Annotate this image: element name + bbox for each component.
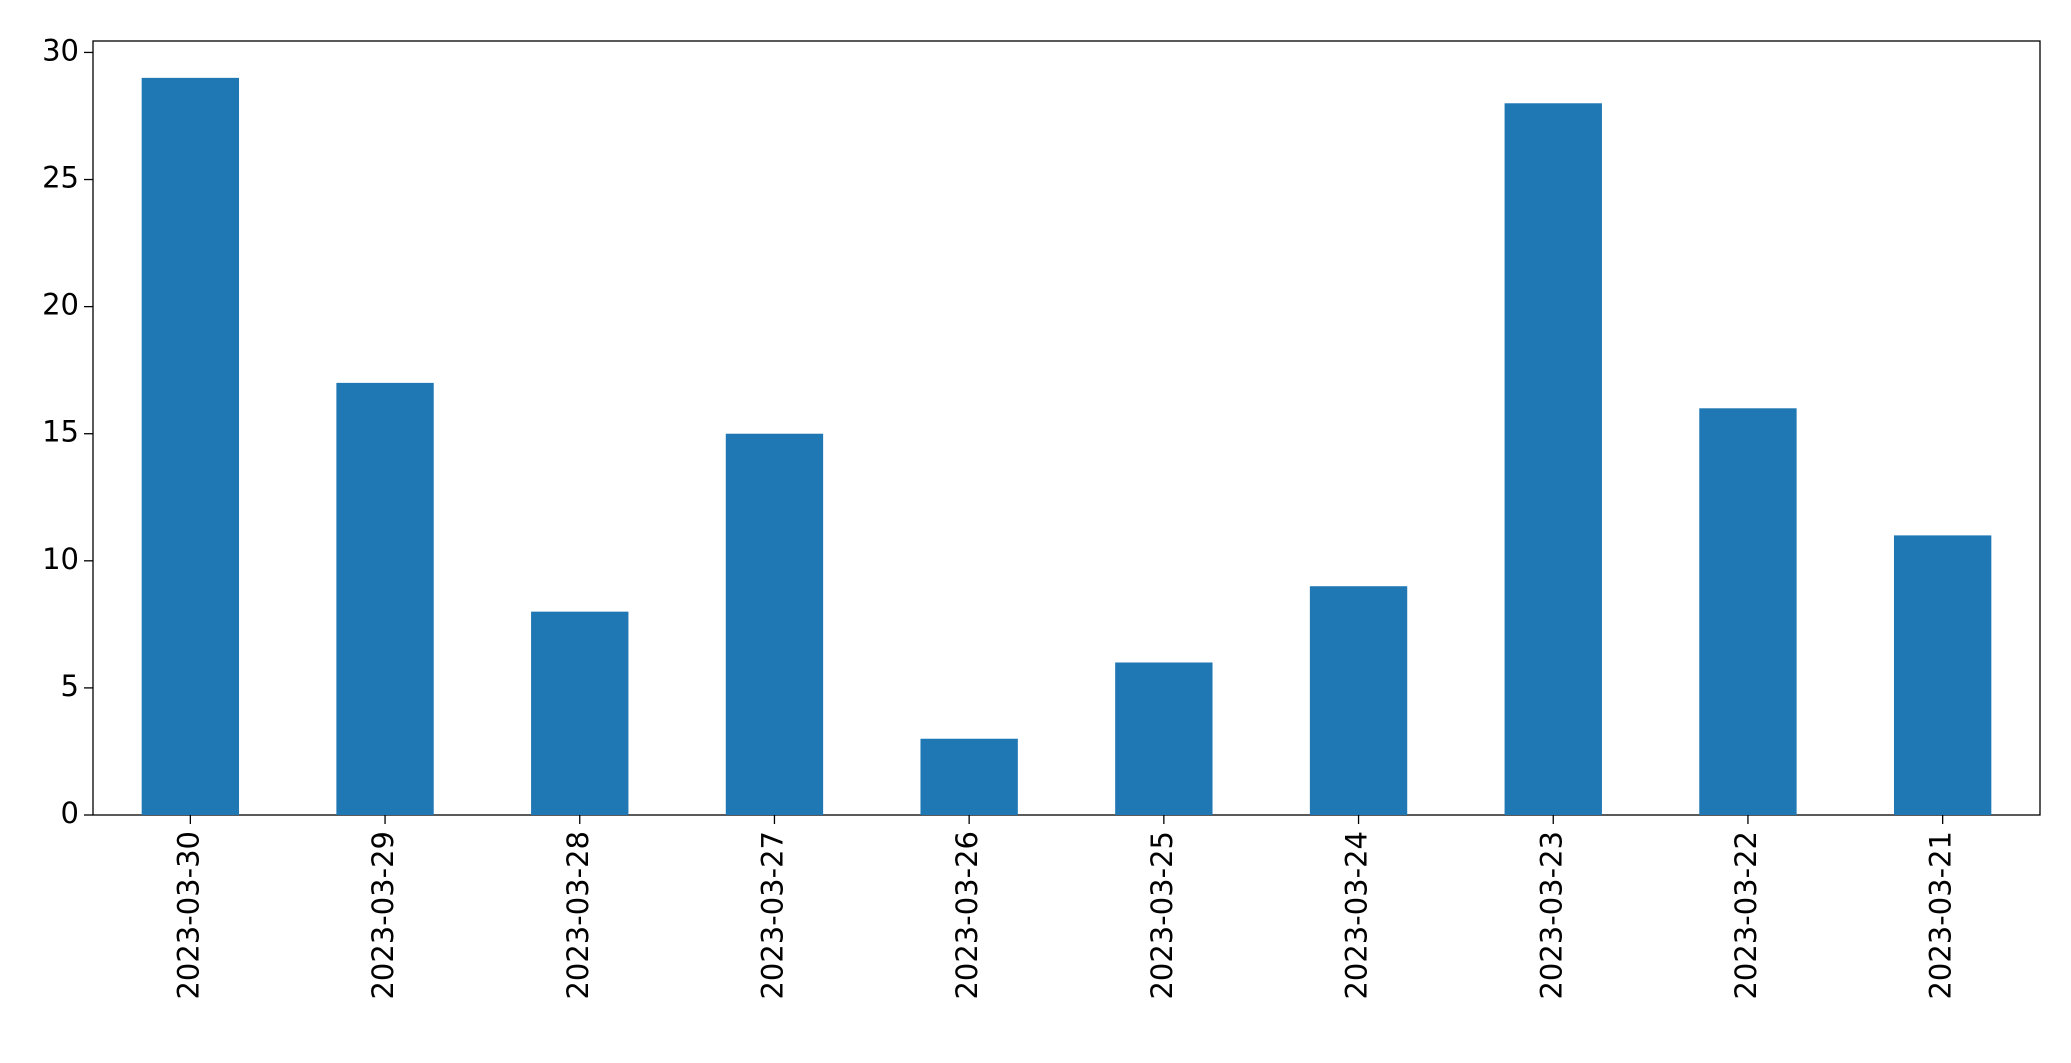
- y-tick-label: 20: [42, 288, 79, 322]
- y-tick-label: 10: [42, 542, 79, 576]
- bar: [141, 77, 240, 816]
- bar: [1309, 586, 1408, 815]
- bar: [336, 382, 434, 815]
- bar: [1699, 408, 1797, 815]
- x-tick-label: 2023-03-30: [171, 831, 205, 1000]
- x-tick-label: 2023-03-21: [1924, 831, 1958, 1000]
- x-tick-label: 2023-03-27: [755, 831, 789, 1000]
- y-tick-label: 0: [61, 796, 79, 830]
- plot-frame: [92, 40, 2041, 816]
- x-tick-label: 2023-03-24: [1340, 831, 1374, 1000]
- y-tick-label: 25: [42, 161, 79, 195]
- bar: [725, 433, 824, 815]
- x-tick-label: 2023-03-22: [1729, 831, 1763, 1000]
- bar: [1504, 103, 1602, 815]
- x-tick-label: 2023-03-29: [366, 831, 400, 1000]
- bar: [531, 611, 629, 815]
- x-tick-label: 2023-03-28: [561, 831, 595, 1000]
- x-tick-label: 2023-03-25: [1145, 831, 1179, 1000]
- x-tick-label: 2023-03-26: [950, 831, 984, 1000]
- bar: [1893, 535, 1992, 815]
- bar: [1115, 662, 1213, 815]
- y-tick-label: 15: [42, 415, 79, 449]
- bar: [920, 738, 1018, 815]
- x-tick-label: 2023-03-23: [1534, 831, 1568, 1000]
- y-tick-label: 5: [61, 669, 79, 703]
- y-tick-label: 30: [42, 33, 79, 67]
